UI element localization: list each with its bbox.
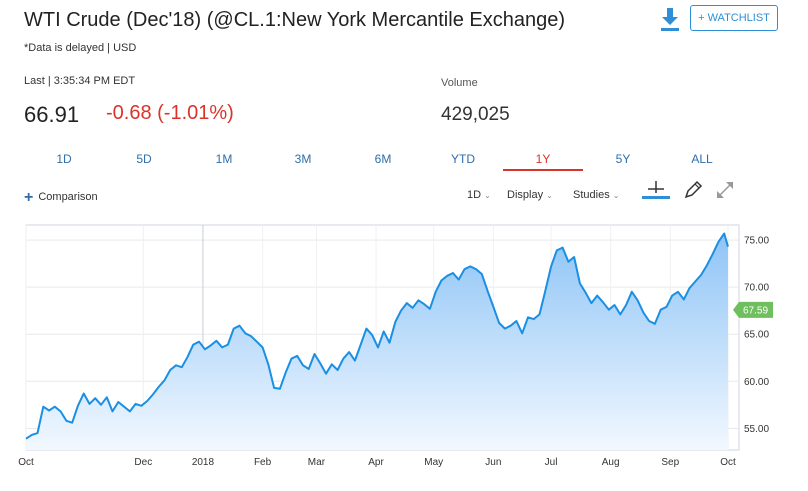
x-tick-label: Apr xyxy=(368,457,384,468)
last-value-label: 67.59 xyxy=(743,305,768,316)
y-tick-label: 65.00 xyxy=(744,330,769,341)
draw-button[interactable] xyxy=(682,179,710,201)
chevron-down-icon: ⌄ xyxy=(484,191,491,200)
x-tick-label: Oct xyxy=(18,457,34,468)
studies-dropdown[interactable]: Studies ⌄ xyxy=(573,189,619,201)
tab-1m[interactable]: 1M xyxy=(215,152,233,166)
expand-button[interactable] xyxy=(714,179,742,201)
x-tick-label: Oct xyxy=(720,457,736,468)
volume-value: 429,025 xyxy=(441,104,510,125)
x-tick-label: Mar xyxy=(308,457,326,468)
last-trade-time: Last | 3:35:34 PM EDT xyxy=(24,75,136,87)
chevron-down-icon: ⌄ xyxy=(546,191,553,200)
expand-icon xyxy=(717,182,733,198)
y-tick-label: 70.00 xyxy=(744,283,769,294)
x-tick-label: 2018 xyxy=(192,457,215,468)
price-chart[interactable]: 55.00 60.00 65.00 70.00 75.00 Oct Dec 2018 Feb M… xyxy=(0,210,808,491)
data-delay-note: *Data is delayed | USD xyxy=(24,42,137,54)
crosshair-icon xyxy=(642,181,670,199)
price-area xyxy=(26,233,728,450)
plus-icon: + xyxy=(24,189,34,206)
comparison-button[interactable]: + Comparison xyxy=(24,189,98,207)
interval-label: 1D xyxy=(467,189,482,201)
studies-label: Studies xyxy=(573,189,610,201)
tab-ytd[interactable]: YTD xyxy=(451,152,475,166)
download-icon xyxy=(661,8,679,31)
crosshair-button[interactable] xyxy=(642,179,670,201)
time-range-tabs: 1D 5D 1M 3M 6M YTD 1Y 5Y ALL xyxy=(24,150,740,171)
interval-dropdown[interactable]: 1D ⌄ xyxy=(467,189,491,201)
tab-5y[interactable]: 5Y xyxy=(615,152,631,166)
x-tick-label: Dec xyxy=(134,457,152,468)
tab-6m[interactable]: 6M xyxy=(374,152,392,166)
download-button[interactable] xyxy=(658,6,682,32)
y-tick-label: 75.00 xyxy=(744,236,769,247)
y-tick-label: 60.00 xyxy=(744,377,769,388)
x-tick-label: Jul xyxy=(545,457,558,468)
x-tick-label: Aug xyxy=(602,457,620,468)
last-value-marker xyxy=(733,301,773,318)
tab-1y[interactable]: 1Y xyxy=(503,150,583,171)
last-price: 66.91 xyxy=(24,102,80,127)
comparison-label: Comparison xyxy=(38,191,98,203)
y-tick-label: 55.00 xyxy=(744,424,769,435)
y-axis: 55.00 60.00 65.00 70.00 75.00 xyxy=(744,236,769,435)
price-line xyxy=(25,232,729,440)
price-change: -0.68 (-1.01%) xyxy=(106,102,234,124)
x-tick-label: Jun xyxy=(485,457,501,468)
page-title: WTI Crude (Dec'18) (@CL.1:New York Merca… xyxy=(24,9,565,31)
display-dropdown[interactable]: Display ⌄ xyxy=(507,189,553,201)
pencil-icon xyxy=(684,180,703,199)
tab-5d[interactable]: 5D xyxy=(136,152,152,166)
x-tick-label: Feb xyxy=(254,457,272,468)
tab-1d[interactable]: 1D xyxy=(56,152,72,166)
tab-3m[interactable]: 3M xyxy=(294,152,312,166)
last-value-badge: 67.59 xyxy=(733,301,773,318)
display-label: Display xyxy=(507,189,544,201)
volume-label: Volume xyxy=(441,77,478,89)
chevron-down-icon: ⌄ xyxy=(612,191,620,200)
x-tick-label: May xyxy=(424,457,443,468)
x-axis: Oct Dec 2018 Feb Mar Apr May Jun Jul Aug Sep Oct xyxy=(18,457,736,468)
add-to-watchlist-button[interactable]: + WATCHLIST xyxy=(690,5,778,31)
tab-all[interactable]: ALL xyxy=(691,152,713,166)
x-tick-label: Sep xyxy=(661,457,679,468)
